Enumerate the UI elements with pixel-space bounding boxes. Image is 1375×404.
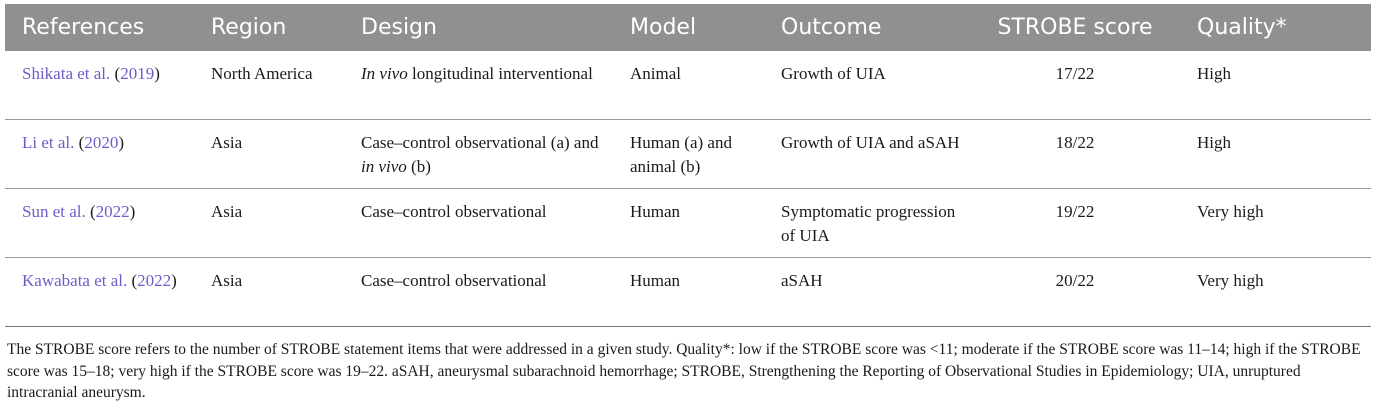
reference-year-link[interactable]: 2020 [84,133,119,152]
reference-author-link[interactable]: Sun et al. [22,202,86,221]
cell-strobe-score: 19/22 [970,188,1180,258]
reference-paren-open: ( [74,133,85,152]
table-container: References Region Design Model Outcome S… [5,4,1371,404]
cell-outcome: Growth of UIA and aSAH [764,119,970,189]
cell-reference: Shikata et al. (2019) [5,51,194,120]
header-region: Region [194,4,344,51]
cell-model: Human (a) and animal (b) [613,119,764,189]
header-references: References [5,4,194,51]
reference-year-link[interactable]: 2022 [95,202,130,221]
cell-design: In vivo longitudinal interventional [344,51,613,120]
reference-paren-open: ( [85,202,96,221]
table-row: Kawabata et al. (2022) Asia Case–control… [5,257,1371,327]
header-outcome: Outcome [764,4,970,51]
reference-paren-open: ( [110,64,121,83]
header-strobe-score: STROBE score [970,4,1180,51]
cell-region: Asia [194,188,344,258]
reference-paren-close: ) [118,133,124,152]
cell-region: Asia [194,257,344,327]
cell-reference: Li et al. (2020) [5,119,194,189]
header-quality: Quality* [1180,4,1371,51]
table-row: Shikata et al. (2019) North America In v… [5,51,1371,120]
cell-strobe-score: 17/22 [970,51,1180,120]
cell-outcome: Growth of UIA [764,51,970,120]
reference-paren-close: ) [129,202,136,221]
cell-reference: Sun et al. (2022) [5,188,194,258]
cell-region: Asia [194,119,344,189]
cell-quality: High [1180,119,1371,189]
table-row: Li et al. (2020) Asia Case–control obser… [5,119,1371,189]
cell-model: Animal [613,51,764,120]
header-row: References Region Design Model Outcome S… [5,4,1371,51]
cell-quality: Very high [1180,188,1371,258]
reference-year-link[interactable]: 2022 [137,271,172,290]
design-italic: in vivo [361,157,407,176]
design-text: Case–control observational (a) and [361,133,599,152]
cell-quality: High [1180,51,1371,120]
reference-paren-open: ( [127,271,138,290]
cell-model: Human [613,188,764,258]
cell-design: Case–control observational (a) and in vi… [344,119,613,189]
table-footnote: The STROBE score refers to the number of… [7,341,1361,401]
reference-author-link[interactable]: Shikata et al. [22,64,111,83]
cell-design: Case–control observational [344,188,613,258]
cell-region: North America [194,51,344,120]
design-italic: In vivo [361,64,408,83]
header-design: Design [344,4,613,51]
table-header: References Region Design Model Outcome S… [5,4,1371,51]
design-text: Case–control observational [361,271,547,290]
cell-design: Case–control observational [344,257,613,327]
reference-author-link[interactable]: Kawabata et al. [22,271,128,290]
reference-year-link[interactable]: 2019 [120,64,155,83]
design-text: longitudinal interventional [407,64,593,83]
cell-outcome: aSAH [764,257,970,327]
table-body: Shikata et al. (2019) North America In v… [5,51,1371,327]
table-row: Sun et al. (2022) Asia Case–control obse… [5,188,1371,258]
design-text: Case–control observational [361,202,547,221]
cell-outcome: Symptomatic progression of UIA [764,188,970,258]
reference-author-link[interactable]: Li et al. [22,133,75,152]
cell-reference: Kawabata et al. (2022) [5,257,194,327]
cell-model: Human [613,257,764,327]
reference-paren-close: ) [154,64,160,83]
design-text-end: (b) [406,157,431,176]
cell-strobe-score: 20/22 [970,257,1180,327]
reference-paren-close: ) [171,271,177,290]
quality-assessment-table: References Region Design Model Outcome S… [5,4,1371,327]
cell-strobe-score: 18/22 [970,119,1180,189]
cell-quality: Very high [1180,257,1371,327]
header-model: Model [613,4,764,51]
